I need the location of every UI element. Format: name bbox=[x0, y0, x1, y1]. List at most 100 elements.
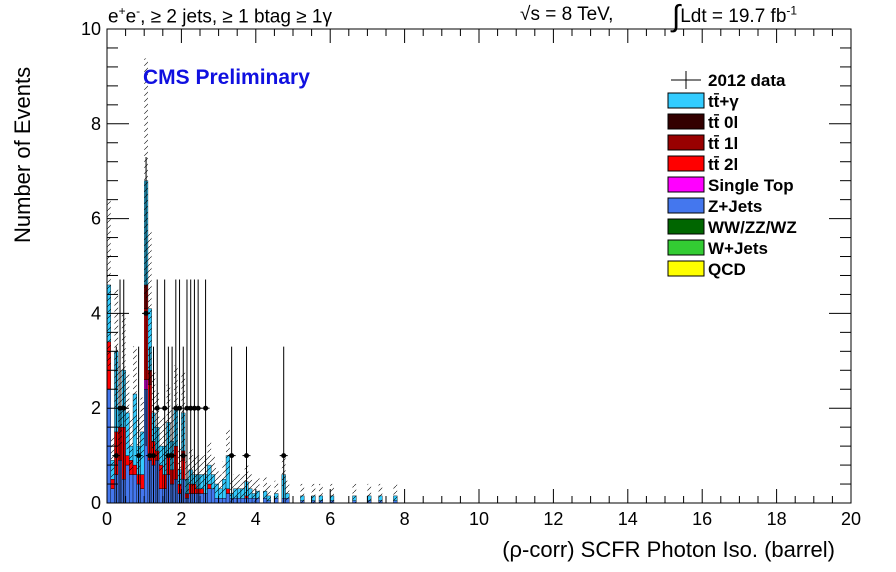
data-point-12 bbox=[177, 405, 183, 411]
data-point-18 bbox=[203, 405, 209, 411]
x-tick-label-4: 4 bbox=[251, 509, 261, 529]
bar-z-jets-29 bbox=[214, 498, 219, 504]
x-axis-title: (ρ-corr) SCFR Photon Iso. (barrel) bbox=[502, 537, 835, 562]
data-point-3 bbox=[136, 453, 142, 459]
y-axis-title: Number of Events bbox=[10, 67, 35, 243]
bar-z-jets-35 bbox=[236, 498, 242, 504]
uncertainty-7 bbox=[133, 346, 137, 437]
bar-z-jets-28 bbox=[210, 488, 216, 504]
bar-z-jets-7 bbox=[132, 474, 137, 504]
legend-label-tt-1l: tt̄ 1l bbox=[708, 134, 738, 153]
data-point-21 bbox=[281, 453, 287, 459]
y-tick-label-6: 6 bbox=[91, 209, 101, 229]
legend-swatch-qcd bbox=[667, 260, 705, 277]
bar-z-jets-31 bbox=[222, 498, 227, 504]
data-point-4 bbox=[143, 310, 149, 316]
x-tick-label-18: 18 bbox=[767, 509, 787, 529]
x-tick-label-0: 0 bbox=[102, 509, 112, 529]
energy-label: √s = 8 TeV, bbox=[520, 4, 613, 26]
lumi-label: ∫Ldt = 19.7 fb-1 bbox=[672, 0, 797, 34]
uncertainty-48 bbox=[319, 483, 323, 503]
uncertainty-52 bbox=[378, 483, 383, 503]
channel-e2: e bbox=[125, 6, 137, 28]
channel-sup-plus: + bbox=[118, 4, 126, 18]
x-tick-label-12: 12 bbox=[543, 509, 563, 529]
y-ticks: 0 2 4 6 8 10 bbox=[81, 19, 851, 513]
uncertainty-35 bbox=[237, 474, 241, 499]
channel-selection: , ≥ 2 jets, ≥ 1 btag ≥ 1γ bbox=[140, 6, 332, 28]
bar-tt-2l-25 bbox=[199, 488, 204, 494]
data-point-19 bbox=[229, 453, 235, 459]
legend-swatch-w-jets bbox=[667, 239, 705, 256]
y-tick-label-4: 4 bbox=[91, 303, 101, 323]
uncertainty-45 bbox=[285, 480, 290, 502]
uncertainty-5 bbox=[125, 371, 130, 450]
data-point-20 bbox=[244, 453, 249, 459]
bar-z-jets-38 bbox=[248, 498, 253, 504]
bar-tt-2l-5 bbox=[125, 455, 130, 466]
x-tick-label-10: 10 bbox=[469, 509, 489, 529]
uncertainty-38 bbox=[248, 474, 253, 499]
data-point-0 bbox=[113, 453, 119, 459]
y-tick-label-10: 10 bbox=[81, 19, 101, 39]
uncertainty-30 bbox=[218, 474, 223, 499]
data-point-10 bbox=[169, 453, 175, 459]
uncertainty-28 bbox=[211, 455, 215, 490]
uncertainty-40 bbox=[255, 477, 260, 501]
legend-swatch-single-top bbox=[667, 176, 705, 193]
legend-swatch-tt-0l bbox=[667, 113, 705, 130]
uncertainty-36 bbox=[240, 474, 245, 499]
uncertainty-46 bbox=[300, 483, 305, 503]
uncertainty-47 bbox=[311, 483, 316, 503]
lumi-sup: -1 bbox=[786, 3, 798, 18]
legend-swatch-tt bbox=[667, 92, 705, 109]
bar-z-jets-1 bbox=[110, 488, 115, 504]
uncertainty-6 bbox=[129, 416, 134, 471]
y-tick-label-8: 8 bbox=[91, 114, 101, 134]
data-point-7 bbox=[154, 405, 160, 411]
uncertainty-51 bbox=[367, 483, 372, 503]
legend: 2012 data tt̄+γ tt̄ 0l tt̄ 1l tt̄ 2l Single T… bbox=[667, 71, 797, 279]
channel-title: e+e-, ≥ 2 jets, ≥ 1 btag ≥ 1γ bbox=[108, 4, 332, 28]
legend-label-tt: tt̄+γ bbox=[708, 92, 739, 111]
x-tick-label-20: 20 bbox=[841, 509, 861, 529]
bar-tt-2l-32 bbox=[225, 488, 230, 494]
uncertainty-42 bbox=[266, 483, 271, 503]
bar-z-jets-34 bbox=[233, 498, 238, 504]
channel-sup-minus: - bbox=[136, 4, 141, 18]
x-tick-label-8: 8 bbox=[400, 509, 410, 529]
data-point-6 bbox=[151, 453, 156, 459]
bar-tt-2l-27 bbox=[207, 483, 212, 489]
uncertainty-14 bbox=[159, 416, 163, 471]
uncertainty-9 bbox=[140, 397, 145, 462]
uncertainty-43 bbox=[274, 480, 279, 502]
bar-z-jets-6 bbox=[129, 474, 134, 504]
uncertainty-27 bbox=[207, 442, 212, 484]
legend-label-single-top: Single Top bbox=[708, 176, 794, 195]
data-point-17 bbox=[195, 405, 201, 411]
bar-z-jets-14 bbox=[158, 488, 164, 504]
x-tick-label-16: 16 bbox=[692, 509, 712, 529]
uncertainty-41 bbox=[263, 477, 267, 501]
cms-preliminary-label: CMS Preliminary bbox=[143, 66, 310, 89]
legend-label-qcd: QCD bbox=[708, 260, 746, 279]
bar-z-jets-32 bbox=[225, 493, 230, 504]
energy-text: s = 8 TeV, bbox=[530, 4, 614, 25]
y-tick-label-0: 0 bbox=[91, 493, 101, 513]
bar-z-jets-5 bbox=[125, 464, 130, 504]
bar-z-jets-27 bbox=[207, 488, 212, 504]
legend-swatch-tt-2l bbox=[667, 155, 705, 172]
bar-tt-2l-7 bbox=[132, 464, 137, 475]
legend-label-tt-0l: tt̄ 0l bbox=[708, 113, 738, 132]
data-points bbox=[112, 156, 288, 503]
uncertainty-50 bbox=[352, 483, 357, 503]
uncertainty-1 bbox=[110, 435, 115, 481]
x-tick-label-6: 6 bbox=[325, 509, 335, 529]
uncertainty-39 bbox=[252, 480, 256, 502]
legend-label-w-jets: W+Jets bbox=[708, 239, 768, 258]
uncertainty-0 bbox=[107, 199, 111, 367]
uncertainty-29 bbox=[214, 467, 219, 496]
legend-swatch-z-jets bbox=[667, 197, 705, 214]
legend-label-tt-2l: tt̄ 2l bbox=[708, 155, 738, 174]
bar-z-jets-30 bbox=[218, 498, 223, 504]
